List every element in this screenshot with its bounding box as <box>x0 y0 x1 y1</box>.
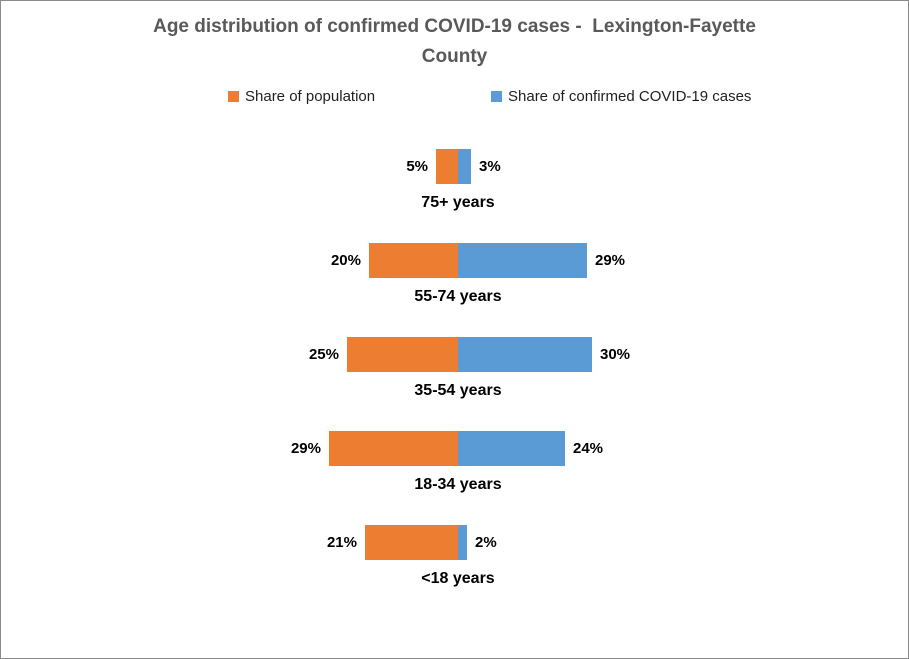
bar-population[interactable] <box>365 525 458 560</box>
value-label-population: 25% <box>308 346 339 363</box>
chart-title[interactable]: Age distribution of confirmed COVID-19 c… <box>1 12 908 72</box>
category-label: 35-54 years <box>414 382 502 399</box>
bar-cases[interactable] <box>458 337 592 372</box>
value-label-population: 21% <box>326 534 357 551</box>
chart-title-line1: Age distribution of confirmed COVID-19 c… <box>153 16 756 37</box>
value-label-population: 20% <box>330 252 361 269</box>
chart-title-line2: County <box>421 46 488 67</box>
category-label: <18 years <box>421 570 495 587</box>
legend-item-cases[interactable]: Share of confirmed COVID-19 cases <box>491 87 751 105</box>
bar-population[interactable] <box>329 431 458 466</box>
legend-swatch-population-icon <box>228 90 239 102</box>
bar-cases[interactable] <box>458 525 467 560</box>
value-label-population: 5% <box>406 158 428 175</box>
legend-label-population: Share of population <box>245 87 376 105</box>
category-label: 18-34 years <box>414 476 502 493</box>
value-label-cases: 30% <box>600 346 631 363</box>
bar-population[interactable] <box>347 337 458 372</box>
bar-population[interactable] <box>436 149 458 184</box>
bar-cases[interactable] <box>458 431 565 466</box>
bar-population[interactable] <box>369 243 458 278</box>
value-label-cases: 24% <box>573 440 604 457</box>
bar-cases[interactable] <box>458 243 587 278</box>
category-label: 55-74 years <box>414 288 502 305</box>
value-label-cases: 29% <box>595 252 626 269</box>
legend-label-cases: Share of confirmed COVID-19 cases <box>508 87 752 105</box>
legend-item-population[interactable]: Share of population <box>228 87 375 105</box>
value-label-cases: 2% <box>475 534 497 551</box>
bar-cases[interactable] <box>458 149 471 184</box>
value-label-population: 29% <box>290 440 321 457</box>
value-label-cases: 3% <box>479 158 501 175</box>
category-label: 75+ years <box>421 194 495 211</box>
legend-swatch-cases-icon <box>491 90 502 102</box>
